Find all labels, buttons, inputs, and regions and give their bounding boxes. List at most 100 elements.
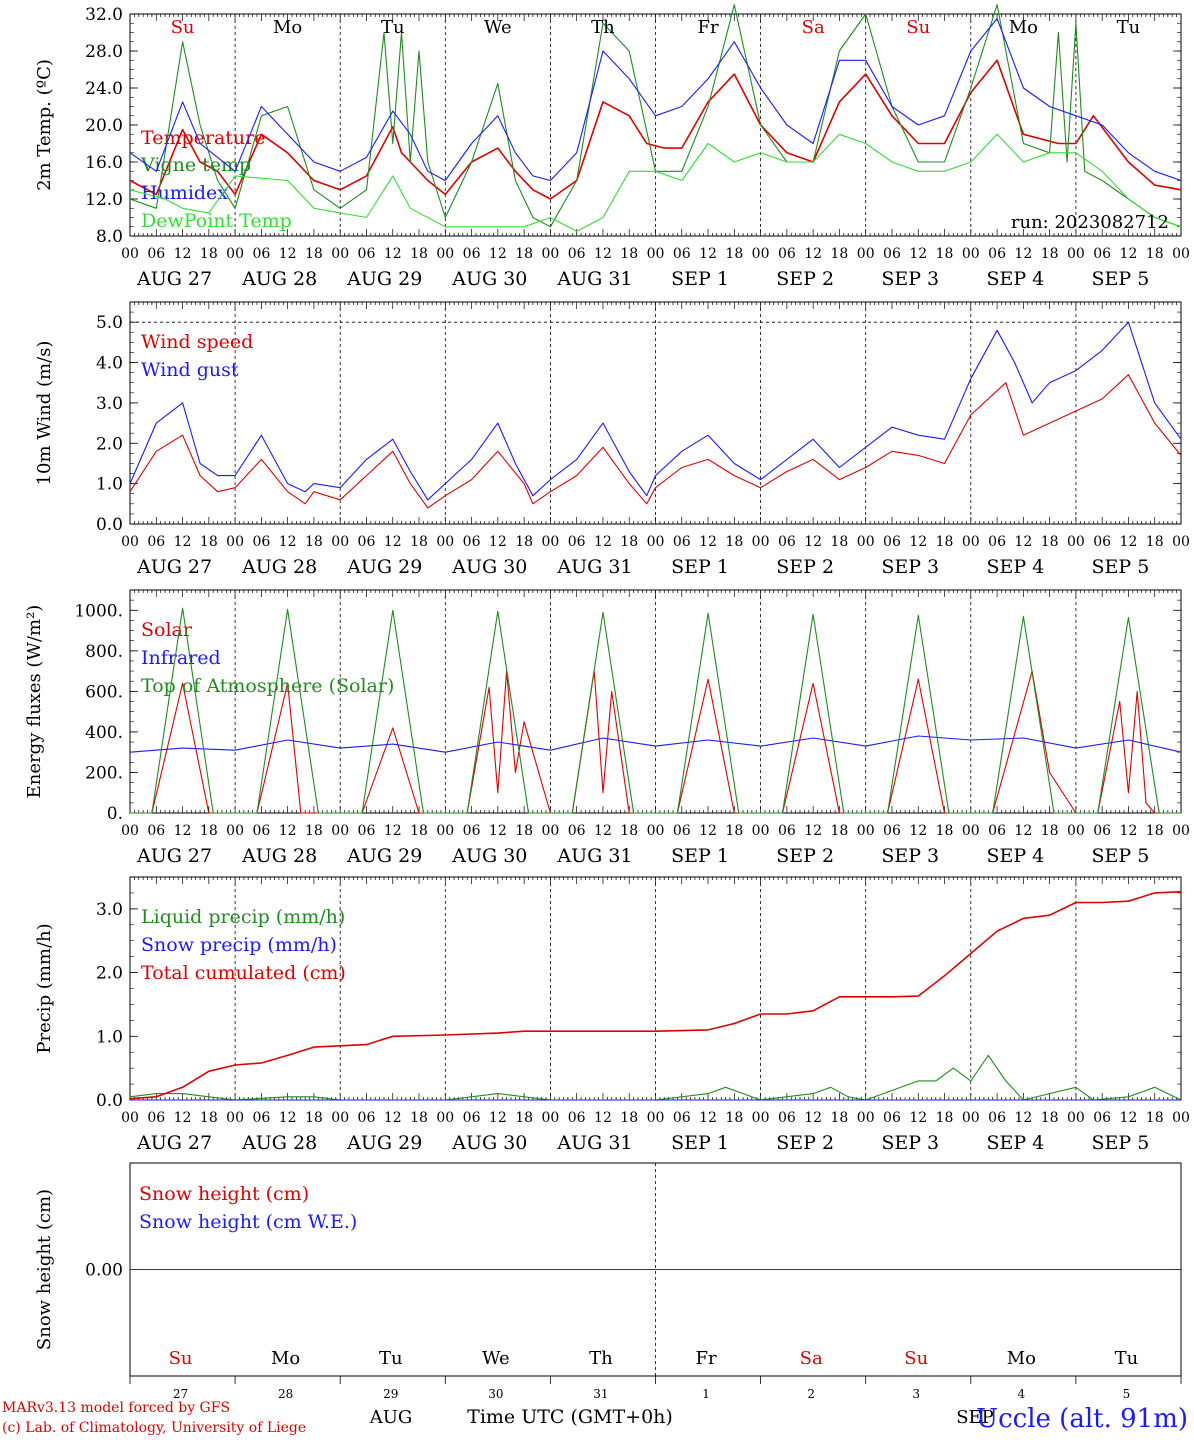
weekday-label: Su bbox=[169, 1348, 193, 1369]
hour-tick-label: 00 bbox=[962, 1110, 980, 1126]
hour-tick-label: 06 bbox=[568, 534, 586, 550]
day-number-label: 27 bbox=[173, 1387, 188, 1401]
weekday-label: Th bbox=[591, 17, 615, 38]
hour-tick-label: 18 bbox=[200, 1110, 218, 1126]
weekday-label: Th bbox=[589, 1348, 613, 1369]
day-number-label: 31 bbox=[593, 1387, 608, 1401]
y-tick-label: 400. bbox=[85, 723, 123, 743]
hour-tick-label: 12 bbox=[909, 534, 927, 550]
hour-tick-label: 18 bbox=[515, 1110, 533, 1126]
hour-tick-label: 12 bbox=[1120, 823, 1138, 839]
weekday-label: We bbox=[482, 1348, 510, 1369]
date-label: AUG 28 bbox=[241, 556, 317, 578]
date-label: AUG 31 bbox=[556, 1132, 632, 1154]
y-tick-label: 0.0 bbox=[96, 1091, 123, 1111]
hour-tick-label: 06 bbox=[988, 534, 1006, 550]
hour-tick-label: 12 bbox=[174, 1110, 192, 1126]
station-name: Uccle (alt. 91m) bbox=[976, 1404, 1188, 1434]
hour-tick-label: 06 bbox=[1093, 246, 1111, 262]
hour-tick-label: 06 bbox=[147, 1110, 165, 1126]
hour-tick-label: 00 bbox=[647, 534, 665, 550]
hour-tick-label: 18 bbox=[200, 823, 218, 839]
hour-tick-label: 06 bbox=[883, 246, 901, 262]
hour-tick-label: 12 bbox=[1014, 823, 1032, 839]
hour-tick-label: 06 bbox=[358, 534, 376, 550]
hour-tick-label: 06 bbox=[673, 246, 691, 262]
date-label: AUG 28 bbox=[241, 268, 317, 290]
weekday-label: Su bbox=[906, 17, 930, 38]
hour-tick-label: 12 bbox=[174, 823, 192, 839]
day-number-label: 30 bbox=[488, 1387, 503, 1401]
hour-tick-label: 12 bbox=[909, 823, 927, 839]
hour-tick-label: 06 bbox=[988, 823, 1006, 839]
weekday-label: We bbox=[484, 17, 512, 38]
y-tick-label: 16.0 bbox=[85, 153, 123, 173]
y-tick-label: 24.0 bbox=[85, 79, 123, 99]
hour-tick-label: 12 bbox=[279, 823, 297, 839]
hour-tick-label: 06 bbox=[778, 1110, 796, 1126]
hour-tick-label: 00 bbox=[1067, 823, 1085, 839]
hour-tick-label: 18 bbox=[620, 1110, 638, 1126]
hour-tick-label: 06 bbox=[673, 823, 691, 839]
series-line-2 bbox=[129, 321, 1182, 501]
date-label: AUG 30 bbox=[451, 268, 527, 290]
hour-tick-label: 18 bbox=[305, 823, 323, 839]
hour-tick-label: 12 bbox=[804, 246, 822, 262]
weekday-label: Tu bbox=[1117, 17, 1141, 38]
series-line-4 bbox=[129, 133, 1182, 232]
series-line-1 bbox=[129, 374, 1182, 509]
hour-tick-label: 00 bbox=[436, 246, 454, 262]
hour-tick-label: 18 bbox=[1041, 823, 1059, 839]
hour-tick-label: 12 bbox=[279, 1110, 297, 1126]
hour-tick-label: 06 bbox=[778, 823, 796, 839]
y-tick-label: 8.0 bbox=[96, 227, 123, 247]
hour-tick-label: 12 bbox=[489, 246, 507, 262]
panel-5: 0.00 Snow height (cm) Snow height (cm) Snow… bbox=[34, 1162, 1182, 1401]
hour-tick-label: 00 bbox=[226, 1110, 244, 1126]
hour-tick-label: 00 bbox=[962, 534, 980, 550]
hour-tick-label: 06 bbox=[147, 534, 165, 550]
date-label: AUG 29 bbox=[346, 845, 422, 867]
hour-tick-label: 12 bbox=[699, 246, 717, 262]
hour-tick-label: 06 bbox=[252, 1110, 270, 1126]
hour-tick-label: 06 bbox=[568, 1110, 586, 1126]
hour-tick-label: 06 bbox=[1093, 823, 1111, 839]
legend-entry: Snow height (cm) bbox=[139, 1183, 309, 1205]
hour-tick-label: 06 bbox=[463, 246, 481, 262]
date-label: AUG 27 bbox=[136, 268, 212, 290]
hour-tick-label: 00 bbox=[541, 534, 559, 550]
hour-tick-label: 00 bbox=[962, 823, 980, 839]
hour-tick-label: 18 bbox=[1041, 246, 1059, 262]
hour-tick-label: 12 bbox=[804, 823, 822, 839]
hour-tick-label: 18 bbox=[1041, 1110, 1059, 1126]
hour-tick-label: 18 bbox=[305, 1110, 323, 1126]
hour-tick-label: 12 bbox=[1014, 246, 1032, 262]
date-label: AUG 31 bbox=[556, 268, 632, 290]
hour-tick-label: 18 bbox=[515, 246, 533, 262]
hour-tick-label: 00 bbox=[226, 823, 244, 839]
hour-tick-label: 00 bbox=[1067, 246, 1085, 262]
series-line-2 bbox=[129, 735, 1182, 753]
weekday-label: Fr bbox=[696, 1348, 717, 1369]
day-number-label: 3 bbox=[912, 1387, 920, 1401]
panel-4: 0.0 1.0 2.0 3.0 Precip (mm/h) Liquid precip (… bbox=[34, 876, 1190, 1154]
legend-entry: Wind speed bbox=[141, 331, 253, 353]
hour-tick-label: 06 bbox=[778, 534, 796, 550]
hour-tick-label: 00 bbox=[1172, 246, 1190, 262]
hour-tick-label: 12 bbox=[1120, 534, 1138, 550]
y-tick-label: 600. bbox=[85, 682, 123, 702]
hour-tick-label: 12 bbox=[1120, 1110, 1138, 1126]
hour-tick-label: 12 bbox=[804, 1110, 822, 1126]
day-number-label: 28 bbox=[278, 1387, 293, 1401]
hour-tick-label: 18 bbox=[831, 823, 849, 839]
hour-tick-label: 18 bbox=[515, 534, 533, 550]
date-label: SEP 3 bbox=[881, 268, 939, 290]
hour-tick-label: 06 bbox=[252, 246, 270, 262]
weekday-label: Tu bbox=[381, 17, 405, 38]
hour-tick-label: 06 bbox=[1093, 1110, 1111, 1126]
hour-tick-label: 00 bbox=[226, 246, 244, 262]
weekday-label: Mo bbox=[271, 1348, 300, 1369]
hour-tick-label: 00 bbox=[1067, 1110, 1085, 1126]
hour-tick-label: 00 bbox=[857, 823, 875, 839]
